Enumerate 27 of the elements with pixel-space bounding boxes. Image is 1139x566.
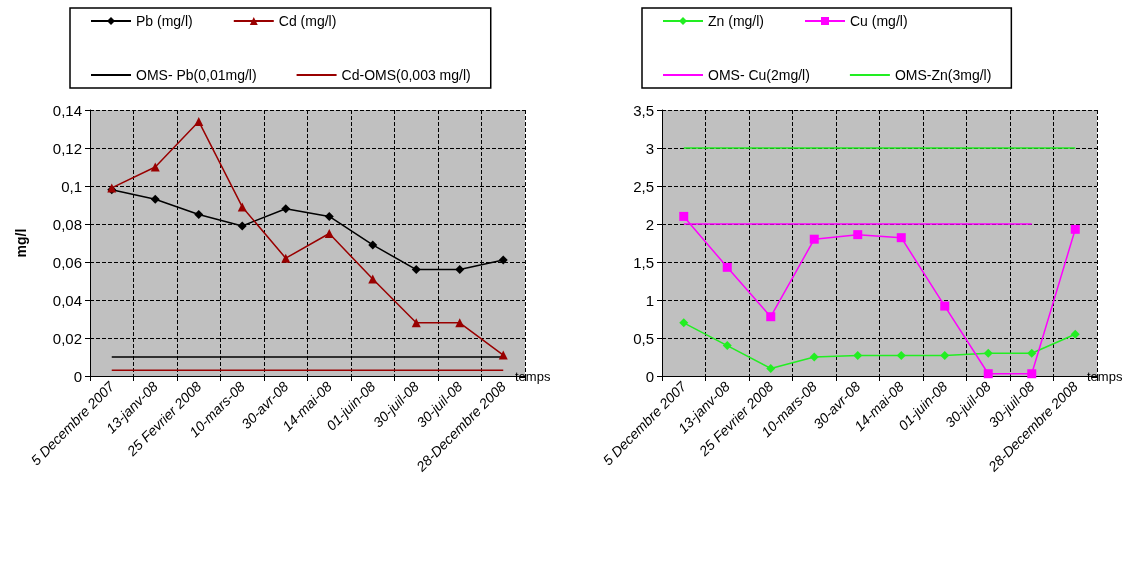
- y-tick-label: 1: [645, 291, 654, 309]
- legend-label: OMS- Pb(0,01mg/l): [136, 67, 257, 83]
- legend-label: Zn (mg/l): [708, 13, 764, 29]
- y-tick-label: 3: [645, 139, 654, 157]
- y-tick-label: 1,5: [633, 253, 654, 271]
- y-tick-label: 0,14: [52, 101, 82, 119]
- y-tick-label: 2: [645, 215, 654, 233]
- y-tick-label: 0,5: [633, 329, 654, 347]
- legend-label: OMS- Cu(2mg/l): [708, 67, 810, 83]
- y-tick-label: 0,08: [52, 215, 82, 233]
- y-axis-title: mg/l: [13, 228, 29, 258]
- y-tick-label: 2,5: [633, 177, 654, 195]
- y-tick-label: 0,04: [52, 291, 82, 309]
- legend-label: Cu (mg/l): [850, 13, 908, 29]
- y-tick-label: 0,02: [52, 329, 82, 347]
- legend-label: Pb (mg/l): [136, 13, 193, 29]
- y-tick-label: 0,06: [52, 253, 82, 271]
- legend-label: OMS-Zn(3mg/l): [894, 67, 992, 83]
- legend-label: Cd-OMS(0,003 mg/l): [341, 67, 471, 83]
- y-tick-label: 0: [645, 367, 654, 385]
- x-axis-title: temps: [1087, 368, 1123, 384]
- legend-label: Cd (mg/l): [278, 13, 337, 29]
- y-tick-label: 0,1: [61, 177, 82, 195]
- x-axis-title: temps: [515, 368, 551, 384]
- y-tick-label: 0,12: [52, 139, 82, 157]
- y-tick-label: 3,5: [633, 101, 654, 119]
- y-tick-label: 0: [73, 367, 82, 385]
